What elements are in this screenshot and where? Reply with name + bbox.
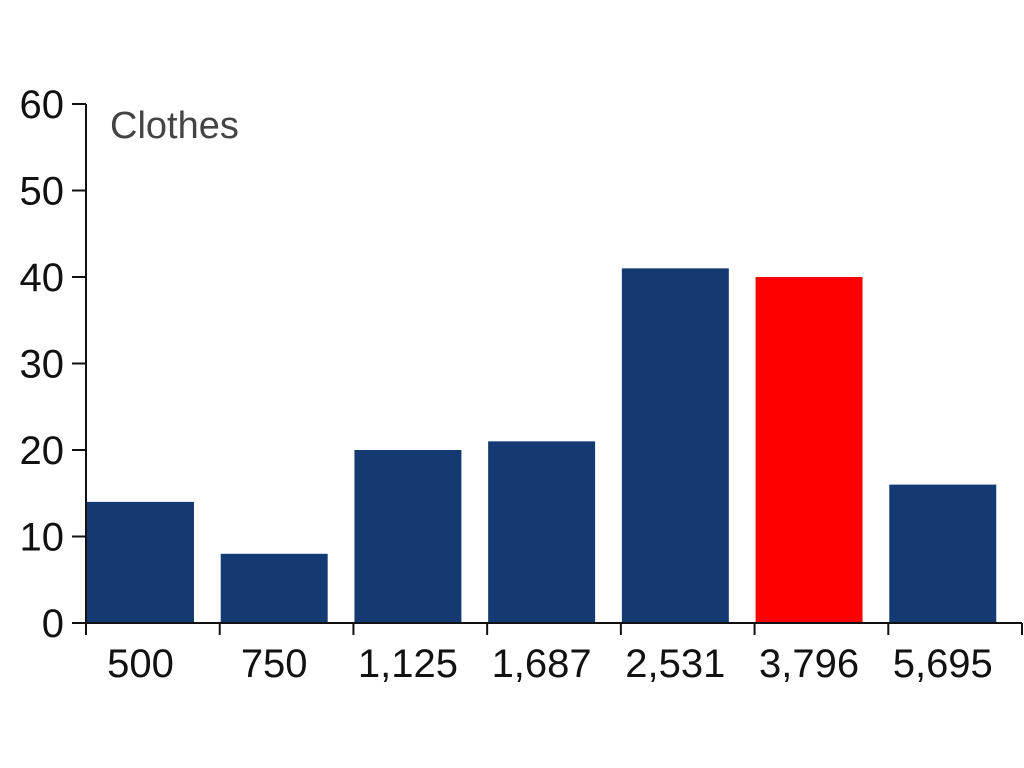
- x-tick-label: 750: [241, 642, 308, 686]
- y-tick-label: 10: [20, 516, 65, 560]
- y-tick-label: 30: [20, 343, 65, 387]
- y-tick-label: 0: [42, 602, 64, 646]
- y-axis-ticks: 0 10 20 30 40 50 60: [20, 83, 86, 646]
- y-tick-label: 60: [20, 83, 65, 127]
- chart-title: Clothes: [110, 105, 239, 147]
- x-tick-label: 1,125: [358, 642, 458, 686]
- x-tick-label: 2,531: [625, 642, 725, 686]
- bar: [354, 450, 462, 623]
- x-tick-label: 3,796: [759, 642, 859, 686]
- x-tick-label: 5,695: [893, 642, 993, 686]
- bar: [889, 484, 997, 623]
- x-tick-label: 1,687: [492, 642, 592, 686]
- bar: [621, 268, 729, 623]
- bar: [220, 553, 328, 623]
- bar: [87, 501, 194, 623]
- bars-group: [87, 268, 997, 623]
- y-tick-label: 50: [20, 170, 65, 214]
- y-tick-label: 20: [20, 429, 65, 473]
- y-tick-label: 40: [20, 256, 65, 300]
- bar: [488, 441, 596, 623]
- x-axis-ticks: 500 750 1,125 1,687 2,531 3,796 5,695: [85, 623, 1023, 686]
- bar-highlighted: [755, 277, 863, 623]
- x-tick-label: 500: [107, 642, 174, 686]
